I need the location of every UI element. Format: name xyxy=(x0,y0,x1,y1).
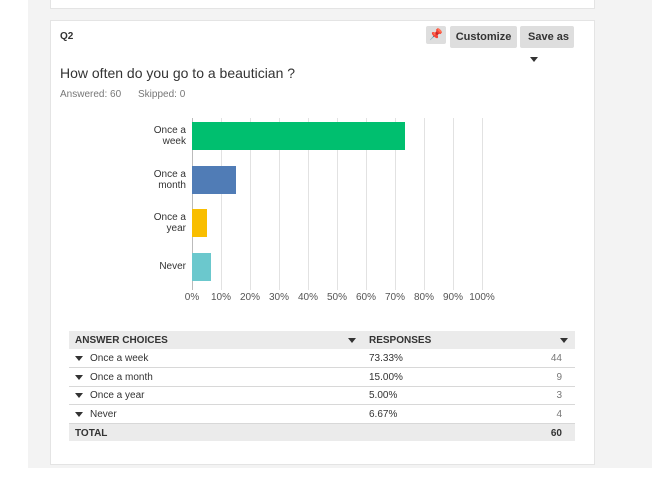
x-tick-label: 60% xyxy=(355,292,376,303)
save-as-label: Save as xyxy=(528,31,569,43)
customize-button[interactable]: Customize xyxy=(450,26,517,48)
x-tick-label: 70% xyxy=(384,292,405,303)
previous-card xyxy=(50,0,595,9)
answer-choice: Once a week xyxy=(90,353,149,364)
question-card xyxy=(50,20,595,465)
table-total: TOTAL 60 xyxy=(69,424,575,441)
table-row: Never 6.67% 4 xyxy=(69,405,575,424)
x-tick-label: 90% xyxy=(442,292,463,303)
bar xyxy=(192,209,207,237)
expand-arrow xyxy=(75,374,83,380)
skipped: Skipped: 0 xyxy=(138,89,186,100)
grid-line xyxy=(453,118,454,290)
column-header: RESPONSES xyxy=(369,335,432,346)
y-tick-label: Once a month xyxy=(153,168,186,191)
total-value: 60 xyxy=(550,428,562,439)
bar xyxy=(192,122,405,150)
y-tick-label: Once a year xyxy=(153,212,186,234)
response-percent: 6.67% xyxy=(369,408,398,420)
table-header: ANSWER CHOICES RESPONSES xyxy=(69,331,575,349)
grid-line xyxy=(308,118,309,290)
table-row: Once a year 5.00% 3 xyxy=(69,386,575,405)
response-count: 3 xyxy=(556,390,562,401)
response-percent: 73.33% xyxy=(369,353,403,364)
grid-line xyxy=(482,118,483,290)
dropdown-arrow xyxy=(530,56,538,62)
response-count: 9 xyxy=(556,371,562,383)
question-title: How often do you go to a beautician ? xyxy=(60,65,296,81)
expand-arrow xyxy=(75,411,83,417)
grid-line xyxy=(424,118,425,290)
x-tick-label: 0% xyxy=(184,292,200,303)
column-header: ANSWER CHOICES xyxy=(75,335,168,346)
expand-arrow xyxy=(75,356,83,361)
grid-line xyxy=(250,118,251,290)
pin-button[interactable]: 📌 xyxy=(426,26,446,44)
grid-line xyxy=(221,118,222,290)
response-percent: 15.00% xyxy=(369,371,403,383)
x-tick-label: 50% xyxy=(326,292,347,303)
y-tick-label: Once a week xyxy=(153,125,186,147)
total-label: TOTAL xyxy=(75,428,108,439)
grid-line xyxy=(366,118,367,290)
bar xyxy=(192,165,236,194)
x-tick-label: 100% xyxy=(469,292,495,303)
x-tick-label: 10% xyxy=(210,292,231,303)
x-tick-label: 30% xyxy=(268,292,289,303)
x-tick-label: 40% xyxy=(297,292,318,303)
question-number: Q2 xyxy=(60,31,74,42)
sort-arrow[interactable] xyxy=(560,338,568,343)
answer-choice: Once a month xyxy=(90,371,153,383)
table-row: Once a week 73.33% 44 xyxy=(69,349,575,368)
save-as-button[interactable]: Save as xyxy=(520,26,574,62)
axis-line xyxy=(192,118,193,290)
response-count: 44 xyxy=(550,353,562,364)
response-percent: 5.00% xyxy=(369,390,398,401)
answered: Answered: 60 xyxy=(60,89,122,100)
table-row: Once a month 15.00% 9 xyxy=(69,368,575,387)
sort-arrow[interactable] xyxy=(348,338,356,343)
x-tick-label: 80% xyxy=(413,292,434,303)
answer-choice: Never xyxy=(90,408,117,420)
grid-line xyxy=(337,118,338,290)
grid-line xyxy=(279,118,280,290)
expand-arrow xyxy=(75,393,83,398)
y-tick-label: Never xyxy=(159,261,186,272)
x-tick-label: 20% xyxy=(239,292,260,303)
response-count: 4 xyxy=(556,408,562,420)
answer-choice: Once a year xyxy=(90,390,145,401)
grid-line xyxy=(395,118,396,290)
bar xyxy=(192,252,212,281)
